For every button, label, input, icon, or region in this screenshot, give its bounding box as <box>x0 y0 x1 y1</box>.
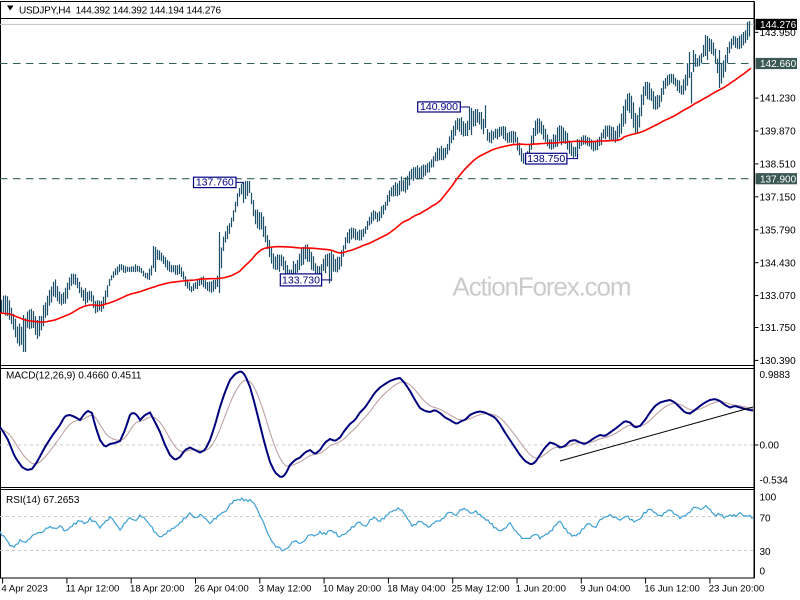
svg-text:133.070: 133.070 <box>760 291 797 302</box>
svg-text:134.430: 134.430 <box>760 258 797 269</box>
svg-text:142.660: 142.660 <box>760 59 797 70</box>
svg-text:138.750: 138.750 <box>527 153 565 165</box>
svg-text:23 Jun 20:00: 23 Jun 20:00 <box>709 583 764 594</box>
svg-text:133.730: 133.730 <box>282 275 320 287</box>
svg-text:100: 100 <box>760 493 777 504</box>
svg-text:131.750: 131.750 <box>760 323 797 334</box>
svg-text:25 May 12:00: 25 May 12:00 <box>452 583 510 594</box>
svg-text:9 Jun 04:00: 9 Jun 04:00 <box>580 583 630 594</box>
svg-text:MACD(12,26,9) 0.4660 0.4511: MACD(12,26,9) 0.4660 0.4511 <box>6 370 142 381</box>
svg-text:137.900: 137.900 <box>760 174 797 185</box>
svg-text:RSI(14) 67.2653: RSI(14) 67.2653 <box>6 495 80 506</box>
svg-text:-0.534: -0.534 <box>760 475 789 486</box>
svg-text:16 Jun 12:00: 16 Jun 12:00 <box>644 583 699 594</box>
svg-text:11 Apr 12:00: 11 Apr 12:00 <box>66 583 120 594</box>
svg-text:30: 30 <box>760 547 772 558</box>
svg-text:10 May 20:00: 10 May 20:00 <box>323 583 381 594</box>
svg-text:144.276: 144.276 <box>760 20 797 31</box>
svg-text:137.760: 137.760 <box>196 176 234 188</box>
svg-text:70: 70 <box>760 514 772 525</box>
svg-text:0: 0 <box>760 567 766 578</box>
svg-text:18 Apr 20:00: 18 Apr 20:00 <box>130 583 184 594</box>
svg-text:141.230: 141.230 <box>760 94 797 105</box>
svg-text:140.900: 140.900 <box>420 101 458 113</box>
svg-text:18 May 04:00: 18 May 04:00 <box>387 583 445 594</box>
svg-text:3 May 12:00: 3 May 12:00 <box>259 583 312 594</box>
svg-text:26 Apr 04:00: 26 Apr 04:00 <box>194 583 248 594</box>
svg-text:1 Jun 20:00: 1 Jun 20:00 <box>516 583 566 594</box>
svg-text:143.950: 143.950 <box>760 28 797 39</box>
svg-text:USDJPY,H4 144.392 144.392 144: USDJPY,H4 144.392 144.392 144.194 144.27… <box>19 6 221 17</box>
svg-text:135.790: 135.790 <box>760 225 797 236</box>
svg-text:0.00: 0.00 <box>760 441 780 452</box>
svg-text:139.870: 139.870 <box>760 127 797 138</box>
svg-text:0.9883: 0.9883 <box>760 370 791 381</box>
svg-text:138.510: 138.510 <box>760 160 797 171</box>
svg-text:137.150: 137.150 <box>760 192 797 203</box>
svg-text:ActionForex.com: ActionForex.com <box>453 272 632 302</box>
svg-text:4 Apr 2023: 4 Apr 2023 <box>1 583 47 594</box>
svg-text:130.390: 130.390 <box>760 356 797 367</box>
